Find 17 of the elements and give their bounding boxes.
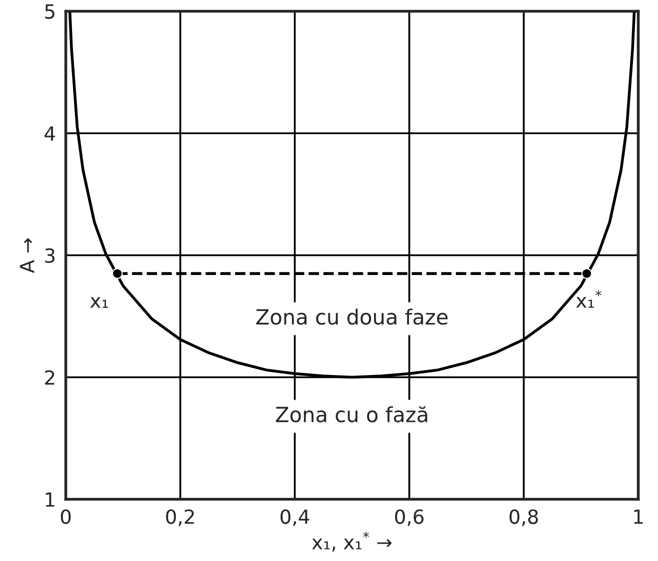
x-axis-title: x₁, x₁$^{*}$ → [312,532,392,552]
x-tick-label: 1 [634,510,643,524]
y-tick-label: 4 [44,126,55,141]
y-tick-label: 3 [45,248,55,263]
x-tick-label: 0,6 [395,509,424,526]
annotation: Zona cu o fază [276,406,428,422]
annotation: x₁$^{*}$ [576,290,602,308]
x-tick-label: 0,2 [166,509,194,526]
annotation: x₁ [90,297,108,308]
annotation: Zona cu doua faze [256,308,448,325]
x-tick-label: 0,8 [510,509,538,526]
x-tick-label: 0 [60,509,71,524]
x-tick-label: 0,4 [280,509,310,526]
y-tick-label: 5 [45,4,54,19]
y-axis-title: A → [20,238,34,273]
y-tick-label: 1 [46,492,54,507]
y-tick-label: 2 [45,370,54,385]
